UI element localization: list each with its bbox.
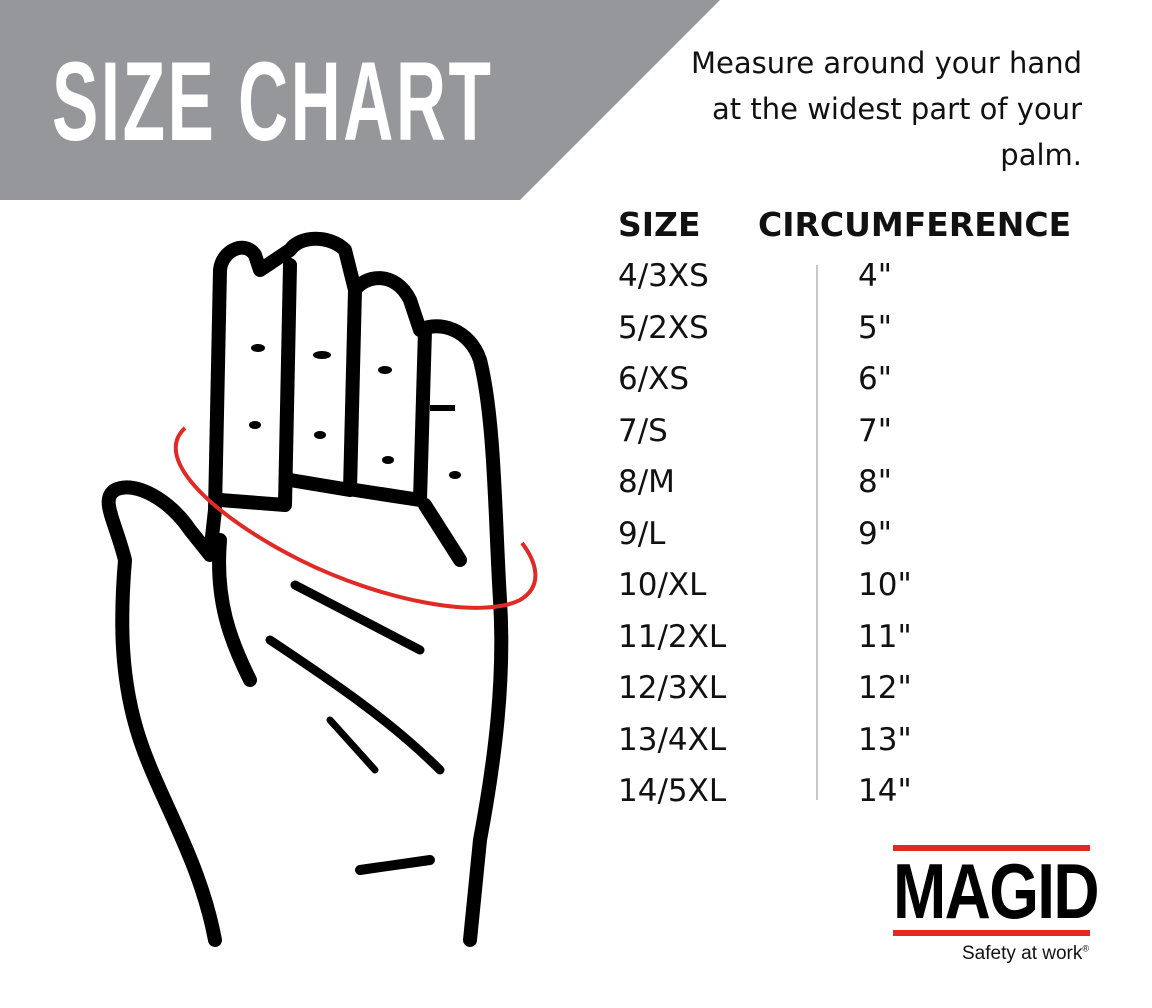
logo-bar-bottom bbox=[893, 930, 1090, 936]
size-cell: 6/XS bbox=[618, 361, 690, 397]
circumference-cell: 5" bbox=[858, 309, 892, 346]
circumference-cell: 13" bbox=[858, 721, 912, 758]
size-cell: 11/2XL bbox=[618, 618, 727, 655]
size-cell: 10/XL bbox=[618, 567, 707, 603]
circumference-cell: 10" bbox=[858, 567, 912, 603]
size-cell: 13/4XL bbox=[618, 721, 727, 758]
size-cell: 14/5XL bbox=[618, 773, 727, 809]
page-title: SIZE CHART bbox=[52, 39, 494, 164]
size-cell: 12/3XL bbox=[618, 670, 727, 706]
logo-tagline: Safety at work® bbox=[962, 943, 1090, 964]
hand-outline-icon bbox=[101, 231, 538, 947]
measure-instructions: Measure around your hand at the widest p… bbox=[690, 46, 1082, 172]
size-cell: 7/S bbox=[618, 412, 668, 449]
logo-bar-top bbox=[893, 845, 1090, 851]
size-cell: 4/3XS bbox=[618, 258, 709, 294]
column-header-size: SIZE bbox=[618, 205, 701, 244]
circumference-cell: 9" bbox=[858, 515, 892, 552]
circumference-cell: 12" bbox=[858, 670, 912, 706]
column-divider bbox=[816, 265, 818, 800]
circumference-cell: 4" bbox=[858, 258, 892, 294]
column-header-circumference: CIRCUMFERENCE bbox=[758, 205, 1072, 244]
title-banner bbox=[0, 0, 720, 200]
size-cell: 8/M bbox=[618, 464, 675, 500]
logo-wordmark: MAGID bbox=[893, 847, 1100, 935]
magid-logo: MAGID Safety at work® bbox=[893, 845, 1100, 970]
size-cell: 9/L bbox=[618, 515, 666, 552]
size-cell: 5/2XS bbox=[618, 309, 709, 346]
circumference-cell: 11" bbox=[858, 618, 912, 655]
circumference-cell: 7" bbox=[858, 412, 892, 449]
circumference-cell: 6" bbox=[858, 361, 892, 397]
circumference-cell: 8" bbox=[858, 464, 892, 500]
circumference-cell: 14" bbox=[858, 773, 912, 809]
